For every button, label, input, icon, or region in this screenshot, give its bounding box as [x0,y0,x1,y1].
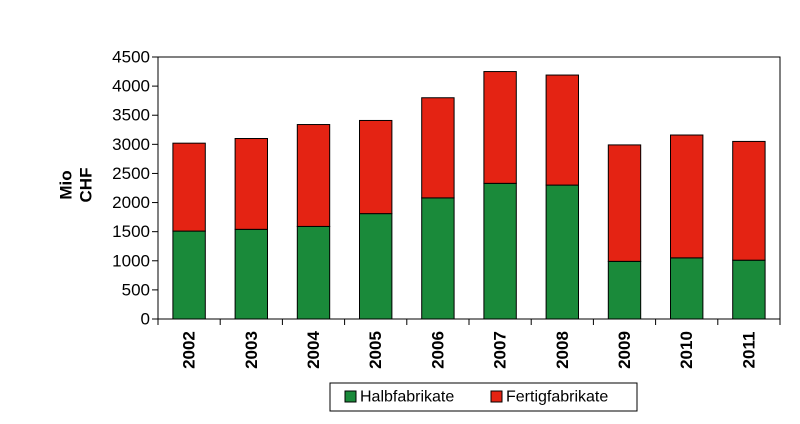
bar-fertigfabrikate-2011 [732,140,766,261]
bar-fertigfabrikate-2007 [483,71,517,184]
bar-fertigfabrikate-2009 [607,144,642,262]
legend-swatch-fertigfabrikate [490,390,503,403]
legend-swatch-halbfabrikate [344,390,357,403]
legend-box [329,382,638,412]
bar-fertigfabrikate-2004 [296,124,331,227]
legend-label: Fertigfabrikate [506,389,608,406]
y-axis-title: Mio CHF [57,168,96,203]
x-tick-label: 2011 [739,332,758,369]
x-axis: 2002 2003 2004 2005 2006 2007 2008 2009 2010 2011 [157,319,781,369]
y-tick-label: 1000 [112,251,150,270]
x-tick-label: 2005 [366,331,385,369]
bar-halbfabrikate-2006 [421,197,455,320]
y-tick-label: 3500 [112,106,150,125]
bar-fertigfabrikate-2003 [234,138,268,230]
x-tick-label: 2002 [180,331,199,369]
bars [172,71,766,320]
bar-halbfabrikate-2002 [172,230,206,320]
bar-fertigfabrikate-2008 [545,74,579,186]
bar-fertigfabrikate-2010 [670,134,704,259]
bar-halbfabrikate-2005 [359,213,393,320]
bar-fertigfabrikate-2006 [421,97,455,199]
bar-fertigfabrikate-2002 [172,142,206,232]
bar-halbfabrikate-2011 [732,259,766,320]
x-tick-label: 2008 [553,331,572,369]
bar-fertigfabrikate-2005 [359,119,393,215]
legend-label: Halbfabrikate [360,389,454,406]
y-tick-label: 4500 [112,48,150,67]
bar-halbfabrikate-2010 [670,257,704,320]
x-tick-label: 2006 [428,331,447,369]
y-tick-label: 2000 [112,193,150,212]
y-tick-label: 2500 [112,164,150,183]
bar-halbfabrikate-2007 [483,182,517,320]
x-tick-label: 2009 [615,331,634,369]
y-tick-label: 500 [122,280,150,299]
x-tick-label: 2004 [304,331,323,369]
y-axis-title-line: CHF [77,168,96,203]
x-tick-label: 2003 [242,331,261,369]
legend: Halbfabrikate Fertigfabrikate [329,382,638,412]
bar-halbfabrikate-2004 [296,225,331,320]
y-tick-label: 0 [141,310,150,329]
bar-halbfabrikate-2009 [607,260,642,320]
y-axis: 0 500 1000 1500 2000 2500 3000 3500 4000 4500 [112,48,158,329]
bar-halbfabrikate-2003 [234,228,268,320]
x-tick-label: 2007 [491,331,510,369]
x-tick-label: 2010 [677,331,696,369]
y-tick-label: 3000 [112,135,150,154]
bar-halbfabrikate-2008 [545,184,579,320]
y-tick-label: 4000 [112,77,150,96]
y-tick-label: 1500 [112,222,150,241]
y-axis-title-line: Mio [57,170,76,199]
